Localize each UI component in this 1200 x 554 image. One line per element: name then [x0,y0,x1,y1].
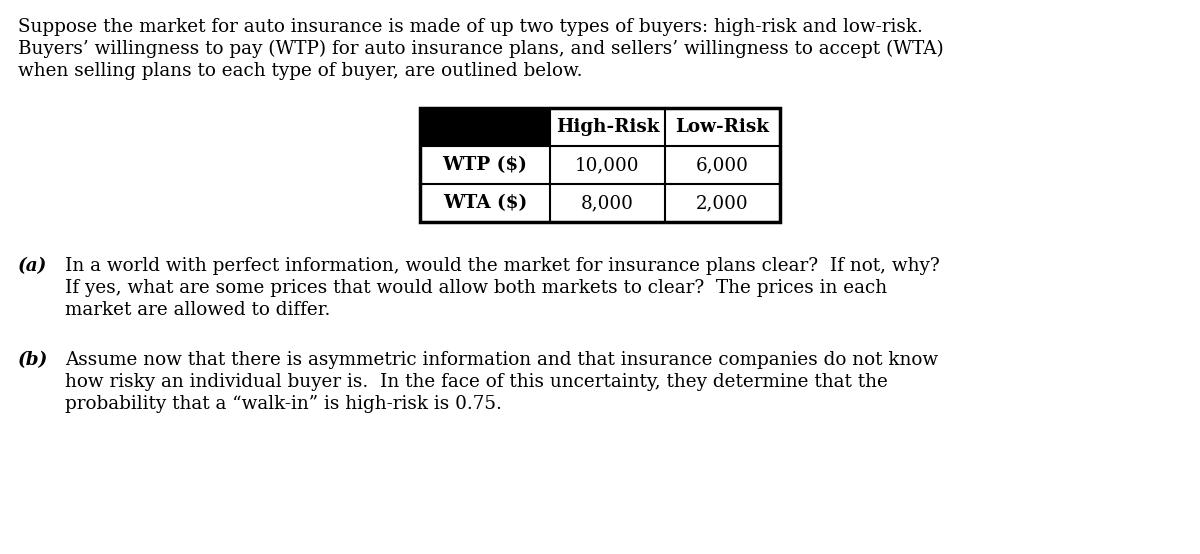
Text: Low-Risk: Low-Risk [676,118,769,136]
Text: how risky an individual buyer is.  In the face of this uncertainty, they determi: how risky an individual buyer is. In the… [65,373,888,391]
Text: 2,000: 2,000 [696,194,749,212]
Text: If yes, what are some prices that would allow both markets to clear?  The prices: If yes, what are some prices that would … [65,279,887,297]
Text: probability that a “walk-in” is high-risk is 0.75.: probability that a “walk-in” is high-ris… [65,395,502,413]
Text: 6,000: 6,000 [696,156,749,174]
Text: (a): (a) [18,257,47,275]
Text: when selling plans to each type of buyer, are outlined below.: when selling plans to each type of buyer… [18,62,582,80]
Text: WTP ($): WTP ($) [443,156,528,174]
Text: High-Risk: High-Risk [556,118,659,136]
Text: market are allowed to differ.: market are allowed to differ. [65,301,330,319]
Text: 10,000: 10,000 [575,156,640,174]
Text: In a world with perfect information, would the market for insurance plans clear?: In a world with perfect information, wou… [65,257,940,275]
Text: 8,000: 8,000 [581,194,634,212]
Bar [420,108,780,222]
Text: Assume now that there is asymmetric information and that insurance companies do : Assume now that there is asymmetric info… [65,351,938,369]
Text: Suppose the market for auto insurance is made of up two types of buyers: high-ri: Suppose the market for auto insurance is… [18,18,923,36]
Bar [420,108,550,146]
Text: WTA ($): WTA ($) [443,194,527,212]
Text: (b): (b) [18,351,48,369]
Text: Buyers’ willingness to pay (WTP) for auto insurance plans, and sellers’ willingn: Buyers’ willingness to pay (WTP) for aut… [18,40,943,58]
